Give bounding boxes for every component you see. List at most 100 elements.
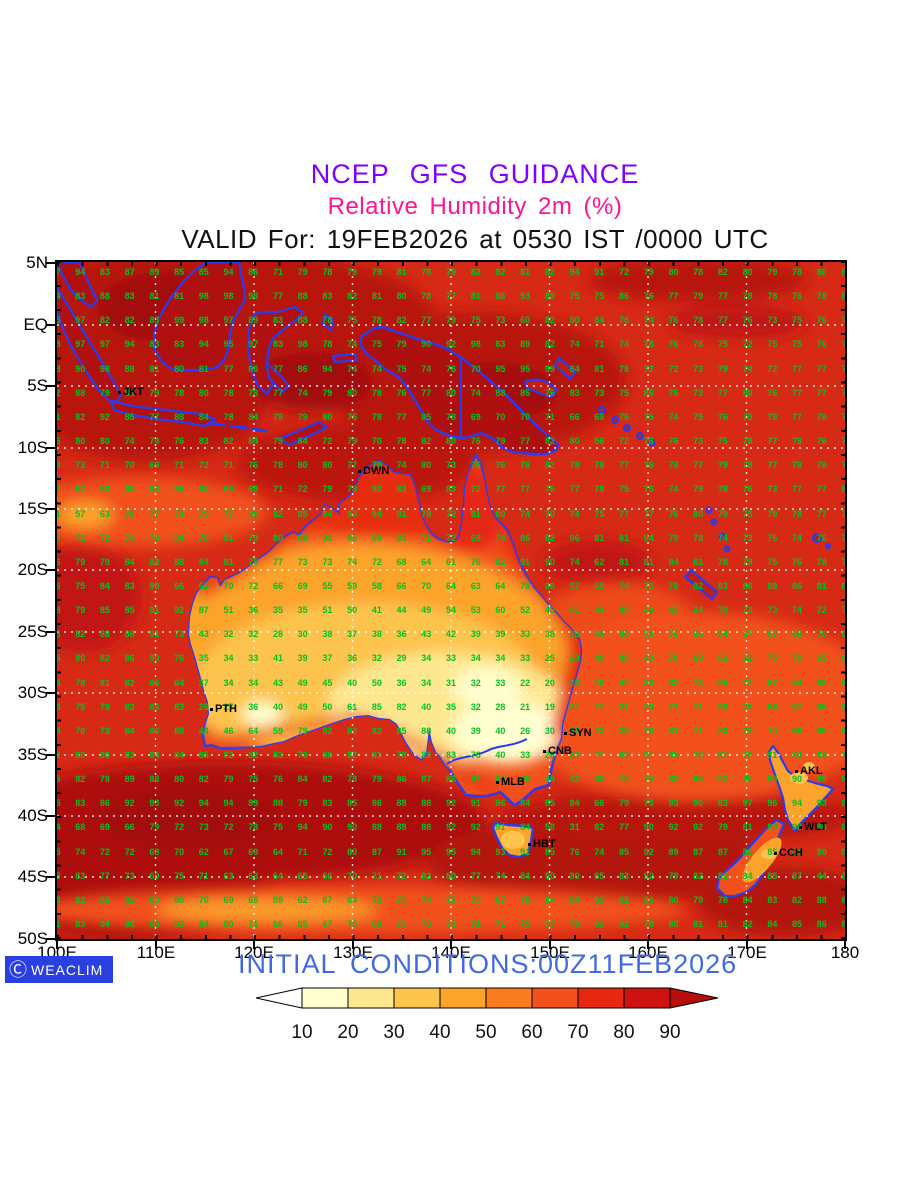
grid-value: 67 [322, 919, 333, 930]
colorbar-segment [301, 987, 349, 1009]
grid-value: 78 [322, 315, 333, 326]
grid-value: 85 [544, 846, 555, 857]
new-guinea [358, 325, 560, 456]
grid-value: 76 [643, 291, 654, 302]
grid-value: 64 [421, 556, 432, 567]
grid-value: 84 [198, 919, 209, 930]
grid-value: 74 [643, 315, 654, 326]
grid-value: 88 [421, 798, 432, 809]
grid-value: 79 [297, 725, 308, 736]
grid-row: 83 82 88 88 91 73 43 32 32 28 30 38 37 38 36 43 42 39 39 33… [57, 629, 845, 640]
grid-value: 19 [544, 701, 555, 712]
grid-value: 94 [198, 339, 209, 350]
grid-value: 88 [742, 846, 753, 857]
grid-row: 85 75 84 83 90 66 62 70 72 66 69 55 59 58 66 70 64 63 64 76… [57, 580, 845, 591]
grid-value: 79 [223, 774, 234, 785]
grid-value: 77 [841, 387, 847, 398]
grid-value: 56 [594, 436, 605, 447]
grid-value: 78 [322, 339, 333, 350]
grid-value: 23 [569, 677, 580, 688]
grid-value: 67 [322, 894, 333, 905]
grid-value: 80 [75, 436, 86, 447]
grid-value: 82 [347, 291, 358, 302]
grid-value: 93 [322, 532, 333, 543]
grid-value: 76 [396, 387, 407, 398]
grid-value: 91 [520, 556, 531, 567]
grid-value: 32 [470, 677, 481, 688]
station-dot [564, 731, 567, 735]
grid-value: 83 [55, 701, 61, 712]
grid-value: 88 [124, 629, 135, 640]
grid-value: 95 [445, 846, 456, 857]
grid-value: 80 [75, 750, 86, 760]
grid-value: 65 [174, 484, 185, 495]
grid-value: 86 [841, 919, 847, 930]
grid-value: 86 [297, 363, 308, 374]
grid-value: 78 [742, 291, 753, 302]
grid-value: 29 [396, 653, 407, 664]
colorbar-tick-label: 40 [429, 1022, 450, 1043]
grid-value: 76 [470, 460, 481, 471]
grid-value: 90 [75, 363, 86, 374]
grid-value: 72 [174, 822, 185, 833]
grid-value: 50 [322, 701, 333, 712]
colorbar-right-arrow [669, 987, 718, 1009]
grid-value: 76 [174, 436, 185, 447]
grid-value: 86 [792, 580, 803, 591]
grid-value: 78 [198, 532, 209, 543]
grid-value: 26 [544, 750, 555, 760]
grid-value: 79 [297, 267, 308, 277]
grid-value: 59 [272, 894, 283, 905]
grid-value: 79 [717, 822, 728, 833]
grid-value: 49 [421, 605, 432, 616]
grid-value: 74 [421, 894, 432, 905]
lon-tick-mark [844, 941, 846, 949]
grid-value: 65 [594, 580, 605, 591]
station-dot [543, 749, 546, 753]
grid-value: 75 [174, 870, 185, 881]
lat-tick-mark [46, 385, 55, 387]
grid-value: 88 [99, 629, 110, 640]
grid-value: 91 [495, 822, 506, 833]
grid-value: 20 [544, 677, 555, 688]
grid-value: 74 [347, 363, 358, 374]
colorbar-segment [393, 987, 441, 1009]
grid-value: 82 [75, 774, 86, 785]
grid-value: 37 [198, 677, 209, 688]
grid-value: 66 [841, 701, 847, 712]
grid-value: 23 [594, 725, 605, 736]
grid-value: 91 [396, 846, 407, 857]
station-label-syn: SYN [564, 728, 592, 739]
grid-value: 83 [75, 291, 86, 302]
grid-value: 82 [717, 267, 728, 277]
grid-value: 72 [668, 363, 679, 374]
grid-row: 88 79 85 85 91 92 87 51 36 35 35 51 50 41 44 49 54 53 60 52… [57, 605, 845, 616]
grid-value: 81 [717, 919, 728, 930]
grid-value: 36 [396, 677, 407, 688]
grid-value: 80 [445, 436, 456, 447]
grid-value: 74 [520, 508, 531, 519]
grid-value: 99 [544, 363, 555, 374]
lat-tick-label: 20S [17, 560, 48, 579]
grid-value: 77 [792, 387, 803, 398]
grid-value: 83 [272, 750, 283, 760]
murray-river [446, 738, 528, 765]
grid-value: 71 [693, 725, 704, 736]
grid-value: 76 [619, 411, 630, 422]
grid-value: 73 [495, 315, 506, 326]
grid-value: 84 [668, 556, 679, 567]
grid-value: 74 [347, 339, 358, 350]
grid-value: 69 [470, 532, 481, 543]
grid-value: 78 [371, 315, 382, 326]
grid-value: 79 [643, 460, 654, 471]
grid-value: 88 [174, 725, 185, 736]
grid-value: 80 [668, 919, 679, 930]
grid-value: 72 [371, 556, 382, 567]
grid-value: 83 [99, 267, 110, 277]
grid-value: 26 [198, 701, 209, 712]
grid-value: 65 [717, 677, 728, 688]
grid-value: 73 [198, 822, 209, 833]
grid-value: 79 [149, 387, 160, 398]
grid-value: 66 [816, 701, 827, 712]
